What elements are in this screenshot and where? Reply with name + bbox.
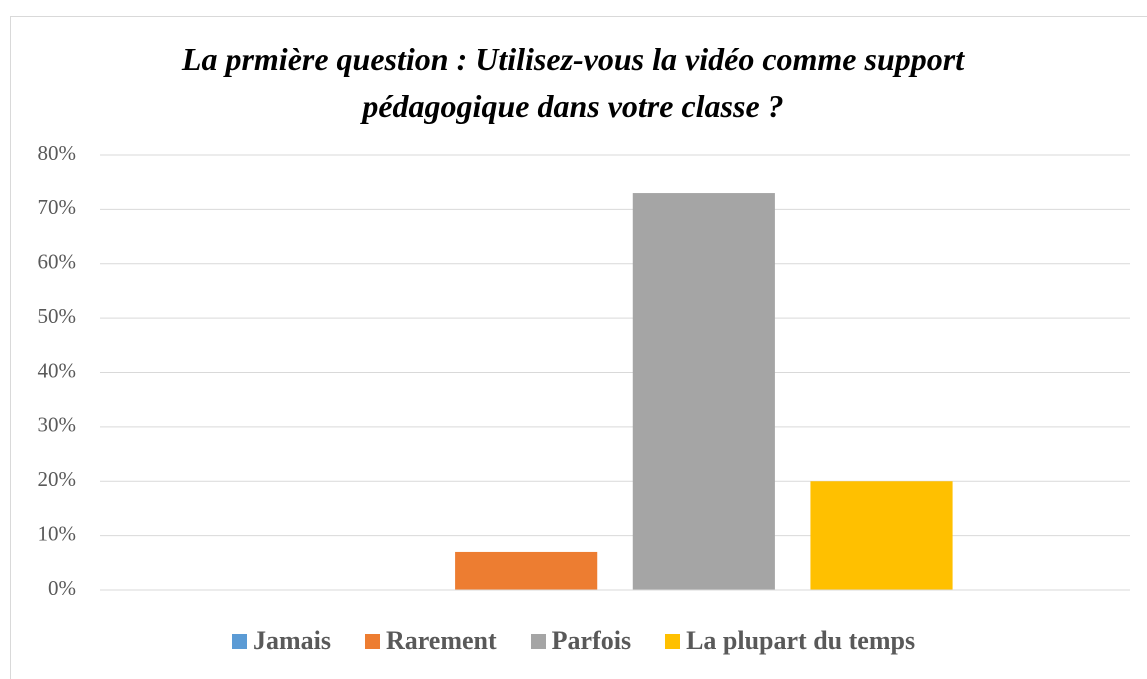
legend-item: La plupart du temps [665, 626, 915, 656]
legend-label: La plupart du temps [686, 626, 916, 655]
bar [455, 551, 598, 590]
legend-item: Rarement [364, 626, 497, 656]
chart-title: La prmière question : Utilisez-vous la v… [181, 41, 965, 124]
y-tick-label: 10% [38, 521, 77, 545]
legend-label: Parfois [551, 626, 632, 655]
y-tick-label: 40% [38, 358, 77, 382]
y-tick-label: 20% [38, 467, 77, 491]
legend-swatch [364, 633, 380, 649]
y-tick-label: 60% [38, 250, 77, 274]
y-tick-label: 30% [38, 413, 77, 437]
chart-border [10, 16, 1147, 679]
legend-swatch [231, 633, 247, 649]
bar [810, 481, 953, 590]
y-tick-label: 70% [38, 195, 77, 219]
bar [632, 193, 775, 590]
legend-item: Jamais [231, 626, 331, 656]
legend-label: Jamais [252, 626, 331, 655]
y-tick-label: 0% [48, 576, 76, 600]
legend-swatch [530, 633, 546, 649]
legend-label: Rarement [385, 626, 497, 655]
legend-item: Parfois [530, 626, 632, 656]
y-tick-label: 80% [38, 141, 77, 165]
legend: Jamais Rarement Parfois La plupart du temps [0, 626, 1147, 656]
y-tick-label: 50% [38, 304, 77, 328]
legend-swatch [665, 633, 681, 649]
